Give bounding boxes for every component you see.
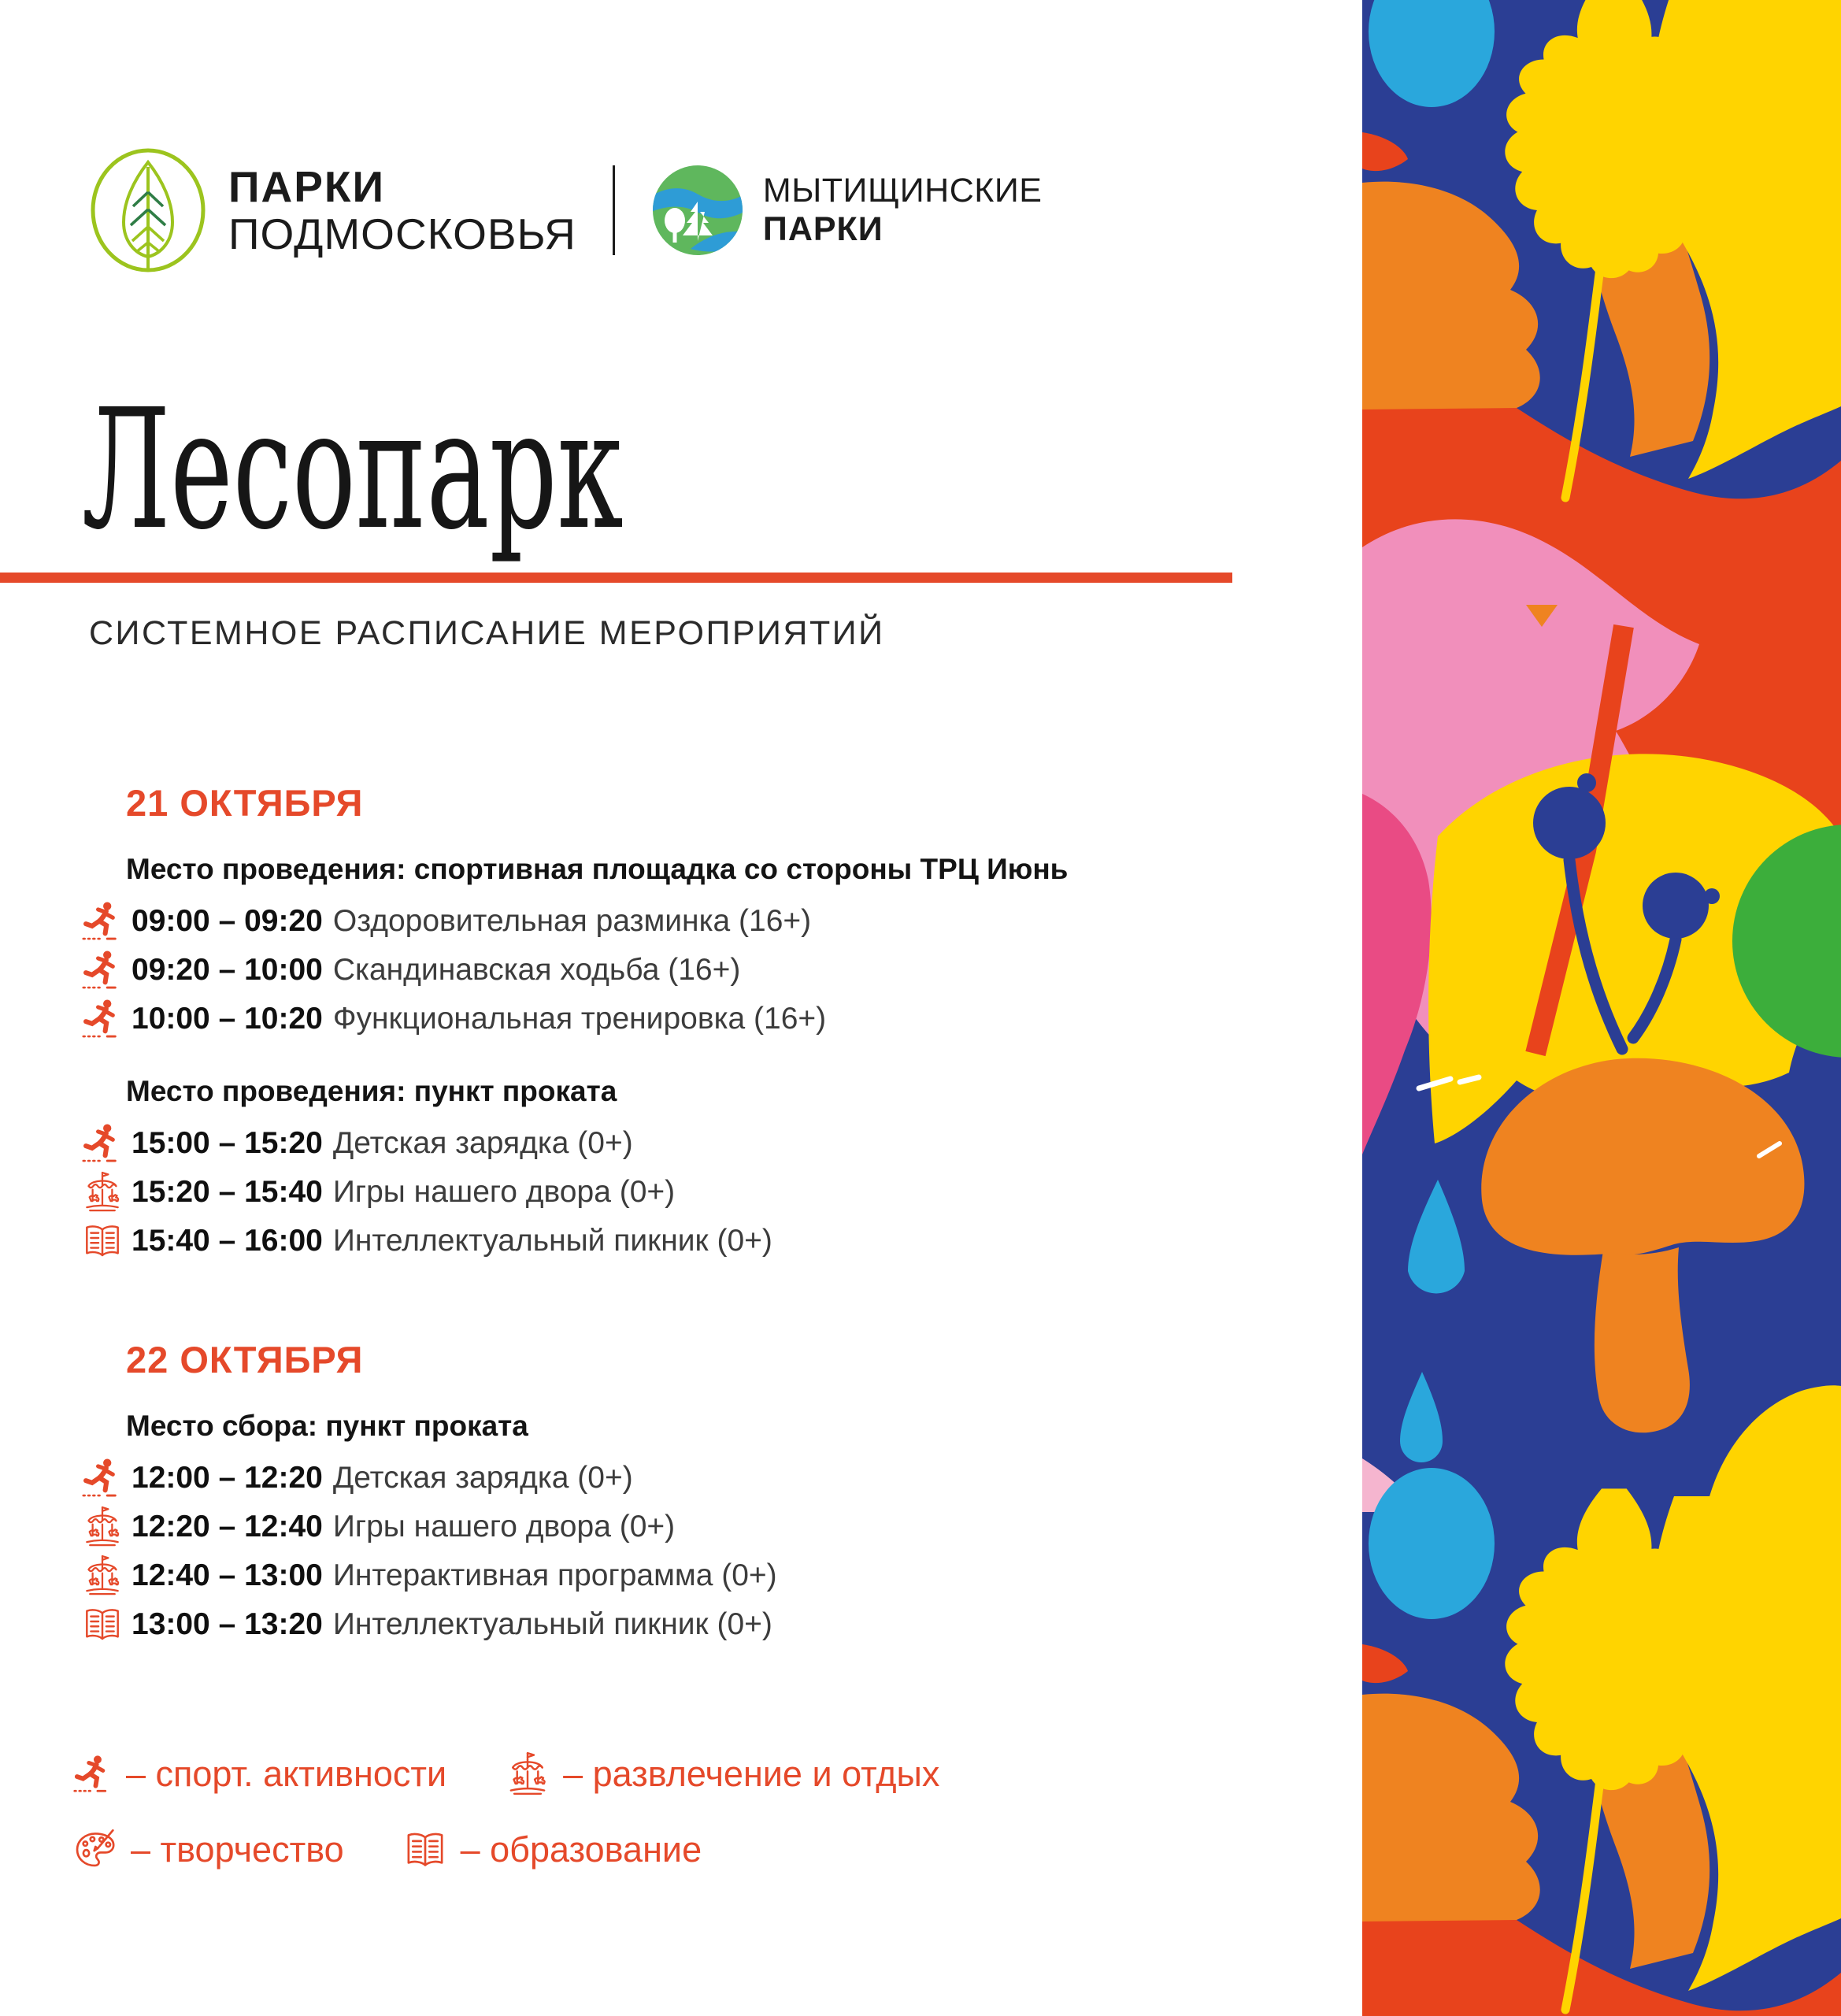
running-icon [81, 1122, 124, 1165]
event-text: 12:20 – 12:40 Игры нашего двора (0+) [132, 1510, 675, 1544]
date-heading: 21 ОКТЯБРЯ [126, 782, 364, 824]
book-icon [81, 1603, 124, 1646]
location-heading: Место сбора: пункт проката [126, 1410, 528, 1442]
event-time: 09:20 – 10:00 [132, 953, 323, 987]
book-icon [81, 1220, 124, 1262]
event-text: 15:20 – 15:40 Игры нашего двора (0+) [132, 1175, 675, 1210]
carousel-icon [81, 1555, 124, 1597]
event-row: 15:00 – 15:20 Детская зарядка (0+) [81, 1119, 1325, 1168]
park-circle-icon [652, 165, 743, 255]
logo-mytischi-text: МЫТИЩИНСКИЕ ПАРКИ [763, 172, 1043, 250]
event-text: 13:00 – 13:20 Интеллектуальный пикник (0+… [132, 1607, 772, 1642]
event-row: 12:40 – 13:00 Интерактивная программа (0+… [81, 1551, 1325, 1600]
legend-label: – спорт. активности [126, 1754, 447, 1794]
event-name: Детская зарядка (0+) [332, 1461, 633, 1495]
carousel-icon [505, 1751, 550, 1797]
palette-icon [72, 1827, 118, 1873]
date-heading: 22 ОКТЯБРЯ [126, 1339, 364, 1380]
autumn-illustration [1362, 0, 1841, 2016]
logo-parki-text: ПАРКИ ПОДМОСКОВЬЯ [228, 161, 576, 258]
location-heading: Место проведения: спортивная площадка со… [126, 853, 1069, 885]
legend-item-fun: – развлечение и отдых [505, 1751, 939, 1797]
event-text: 09:20 – 10:00 Скандинавская ходьба (16+) [132, 953, 740, 988]
carousel-icon [81, 1506, 124, 1548]
event-row: 12:00 – 12:20 Детская зарядка (0+) [81, 1454, 1325, 1503]
legend-row: – творчество – образование [72, 1818, 939, 1882]
event-name: Игры нашего двора (0+) [332, 1510, 676, 1544]
legend-row: – спорт. активности – развлечение и отды… [72, 1742, 939, 1807]
event-text: 10:00 – 10:20 Функциональная тренировка (… [132, 1002, 826, 1036]
logo-mytischinskie-parki: МЫТИЩИНСКИЕ ПАРКИ [651, 164, 1043, 257]
event-text: 12:40 – 13:00 Интерактивная программа (0+… [132, 1558, 777, 1593]
legend: – спорт. активности – развлечение и отды… [72, 1742, 939, 1882]
location-heading: Место проведения: пункт проката [126, 1075, 617, 1107]
title-underline [0, 573, 1232, 583]
day-block-21-october: 21 ОКТЯБРЯ Место проведения: спортивная … [81, 781, 1325, 1266]
logo-mytischi-line2: ПАРКИ [762, 210, 883, 248]
running-icon [81, 900, 124, 943]
event-time: 12:40 – 13:00 [132, 1558, 323, 1592]
header: ПАРКИ ПОДМОСКОВЬЯ МЫТИЩИНСКИЕ ПАРКИ [88, 146, 1042, 274]
leaf-circle-icon [91, 148, 206, 272]
subtitle: СИСТЕМНОЕ РАСПИСАНИЕ МЕРОПРИЯТИЙ [89, 614, 885, 652]
legend-item-sport: – спорт. активности [72, 1754, 446, 1795]
event-name: Функциональная тренировка (16+) [332, 1002, 827, 1036]
event-row: 15:20 – 15:40 Игры нашего двора (0+) [81, 1168, 1325, 1217]
running-icon [72, 1754, 113, 1795]
event-time: 12:00 – 12:20 [132, 1461, 323, 1495]
event-name: Детская зарядка (0+) [332, 1126, 633, 1160]
event-text: 12:00 – 12:20 Детская зарядка (0+) [132, 1461, 633, 1495]
event-time: 09:00 – 09:20 [132, 904, 323, 938]
logo-parki-podmoskovya: ПАРКИ ПОДМОСКОВЬЯ [88, 146, 576, 274]
event-row: 09:00 – 09:20 Оздоровительная разминка (1… [81, 897, 1325, 946]
logo-parki-line1: ПАРКИ [228, 161, 386, 211]
legend-label: – образование [460, 1829, 702, 1870]
event-time: 15:40 – 16:00 [132, 1224, 323, 1258]
logo-mytischi-line1: МЫТИЩИНСКИЕ [762, 171, 1043, 209]
event-time: 10:00 – 10:20 [132, 1002, 323, 1036]
event-time: 12:20 – 12:40 [132, 1510, 323, 1544]
page-title: Лесопарк [82, 373, 624, 566]
legend-label: – творчество [131, 1829, 344, 1870]
event-name: Интеллектуальный пикник (0+) [332, 1224, 772, 1258]
event-text: 09:00 – 09:20 Оздоровительная разминка (1… [132, 904, 811, 939]
legend-item-edu: – образование [402, 1827, 702, 1873]
event-name: Оздоровительная разминка (16+) [332, 904, 812, 938]
event-row: 12:20 – 12:40 Игры нашего двора (0+) [81, 1503, 1325, 1551]
logo-parki-line2: ПОДМОСКОВЬЯ [228, 209, 576, 258]
autumn-pattern-graphic [1362, 0, 1841, 2016]
logo-divider [612, 165, 615, 255]
schedule: 21 ОКТЯБРЯ Место проведения: спортивная … [81, 781, 1325, 1649]
carousel-icon [81, 1171, 124, 1214]
event-name: Игры нашего двора (0+) [332, 1175, 676, 1209]
event-name: Скандинавская ходьба (16+) [332, 953, 741, 987]
event-row: 13:00 – 13:20 Интеллектуальный пикник (0+… [81, 1600, 1325, 1649]
event-text: 15:00 – 15:20 Детская зарядка (0+) [132, 1126, 633, 1161]
running-icon [81, 998, 124, 1040]
legend-label: – развлечение и отдых [563, 1754, 940, 1794]
day-block-22-october: 22 ОКТЯБРЯ Место сбора: пункт проката 12… [81, 1338, 1325, 1649]
legend-item-art: – творчество [72, 1827, 344, 1873]
event-time: 15:20 – 15:40 [132, 1175, 323, 1209]
event-name: Интеллектуальный пикник (0+) [332, 1607, 772, 1641]
running-icon [81, 949, 124, 991]
book-icon [402, 1827, 448, 1873]
event-time: 15:00 – 15:20 [132, 1126, 323, 1160]
event-time: 13:00 – 13:20 [132, 1607, 323, 1641]
event-text: 15:40 – 16:00 Интеллектуальный пикник (0+… [132, 1224, 772, 1258]
event-row: 09:20 – 10:00 Скандинавская ходьба (16+) [81, 946, 1325, 995]
event-row: 10:00 – 10:20 Функциональная тренировка (… [81, 995, 1325, 1043]
event-name: Интерактивная программа (0+) [332, 1558, 777, 1592]
event-row: 15:40 – 16:00 Интеллектуальный пикник (0+… [81, 1217, 1325, 1266]
running-icon [81, 1457, 124, 1499]
